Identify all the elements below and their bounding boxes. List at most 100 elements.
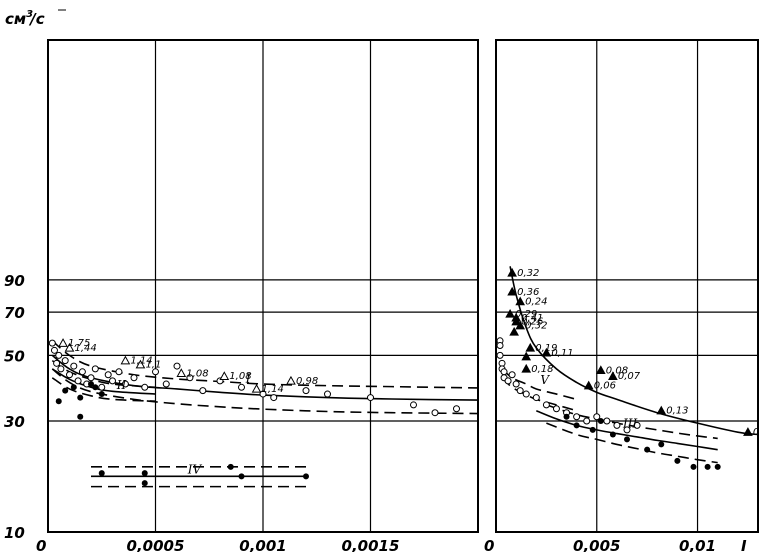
left-curve-5 [51,377,156,402]
right-filled-point-1 [573,422,580,429]
right-filled-point-11 [714,463,721,470]
right-triangle-label-14: 0,06 [594,381,616,392]
left-filled-point-3 [88,381,94,388]
left-filled-point-5 [55,398,62,405]
point-layer [48,267,753,487]
right-open-point-16 [573,413,581,421]
right-x-tick-label-2: 0,01 [679,537,716,552]
left-filled-point-2 [77,394,84,401]
right-filled-point-0 [563,413,570,420]
left-filled-point-12 [141,480,148,487]
right-open-point-11 [522,390,530,398]
left-open-point-12 [91,365,99,373]
right-panel-frame [495,39,759,533]
right-open-point-12 [532,394,540,402]
right-open-point-21 [623,426,631,434]
right-triangle-point-15 [656,405,667,415]
right-triangle-point-13 [608,371,618,380]
right-filled-point-5 [624,436,630,443]
right-triangle-point-12 [595,365,606,375]
right-open-point-22 [633,421,641,429]
right-curve-5 [501,368,577,401]
left-open-point-20 [152,368,159,376]
left-open-point-15 [109,377,116,385]
right-triangle-point-1 [507,286,517,296]
left-curve-1 [51,340,478,389]
left-open-point-14 [104,371,112,379]
left-open-point-13 [98,383,106,391]
right-triangle-point-0 [507,267,517,277]
grid-layer [47,39,759,533]
y-axis-title: см3 /с [5,9,45,28]
right-open-point-7 [504,377,512,385]
y-tick-label-50: 50 [4,347,25,365]
left-triangle-point-7 [251,383,262,393]
right-triangle-point-7 [509,326,519,336]
right-triangle-label-4: 0,41 [521,313,543,324]
left-open-point-19 [141,383,149,391]
left-x-tick-label-2: 0,001 [239,537,286,552]
left-open-point-34 [453,405,460,413]
left-open-point-0 [48,339,56,347]
right-filled-point-8 [674,457,681,464]
right-triangle-point-2 [515,296,526,306]
left-triangle-point-3 [135,359,146,369]
right-filled-point-3 [597,418,604,424]
right-triangle-label-5: 0,26 [521,317,543,328]
curve-layer [51,266,758,488]
y-axis-title-base: см [5,10,26,28]
right-triangle-point-5 [511,316,522,326]
right-triangle-label-8: 0,19 [535,343,557,354]
left-open-point-23 [186,374,194,382]
right-open-point-9 [512,380,520,388]
left-filled-point-11 [238,473,245,480]
right-triangle-point-9 [541,347,552,357]
y-tick-label-90: 90 [4,272,25,290]
right-triangle-label-9: 0,11 [551,348,573,359]
left-triangle-label-5: 1,08 [229,371,251,382]
left-open-point-4 [57,365,65,373]
right-curve-3 [546,422,718,464]
left-curve-2 [51,368,478,415]
left-triangle-label-4: 1,08 [186,368,208,379]
right-curve-4 [501,377,577,412]
left-open-point-8 [74,377,82,385]
right-filled-point-6 [644,446,651,453]
right-triangle-label-15: 0,13 [666,406,688,417]
right-triangle-point-11 [521,363,532,373]
left-open-point-16 [115,368,123,376]
right-curve-label-V: V [540,373,550,387]
left-curve-label-IV: IV [187,462,203,476]
right-triangle-label-13: 0,07 [618,371,641,382]
left-filled-point-9 [141,470,148,477]
left-open-point-2 [55,351,63,359]
y-tick-label-30: 30 [4,413,25,431]
left-triangle-label-6: 0,98 [296,376,318,387]
right-open-point-1 [496,341,504,349]
left-open-point-22 [173,362,181,370]
right-open-point-13 [542,401,550,409]
left-filled-point-1 [70,384,77,391]
right-open-point-8 [508,371,516,379]
right-open-point-18 [593,413,601,421]
left-open-point-1 [50,346,58,354]
left-triangle-point-4 [176,368,187,377]
left-filled-point-13 [303,473,309,480]
right-open-point-17 [583,417,591,425]
left-open-point-28 [270,394,278,402]
right-triangle-point-3 [505,308,515,318]
left-filled-point-0 [62,387,69,394]
right-open-point-14 [552,405,560,413]
left-open-point-7 [70,362,78,370]
left-x-tick-label-1: 0,0005 [127,537,185,552]
left-open-point-17 [121,380,129,388]
left-open-point-31 [367,394,374,402]
right-triangle-label-1: 0,36 [517,287,539,298]
right-filled-point-2 [589,426,596,433]
left-x-tick-label-0: 0 [36,537,46,552]
right-triangle-point-8 [525,342,536,352]
left-triangle-label-1: 1,44 [75,343,97,354]
right-triangle-point-10 [521,351,532,361]
y-tick-label-70: 70 [4,304,25,322]
